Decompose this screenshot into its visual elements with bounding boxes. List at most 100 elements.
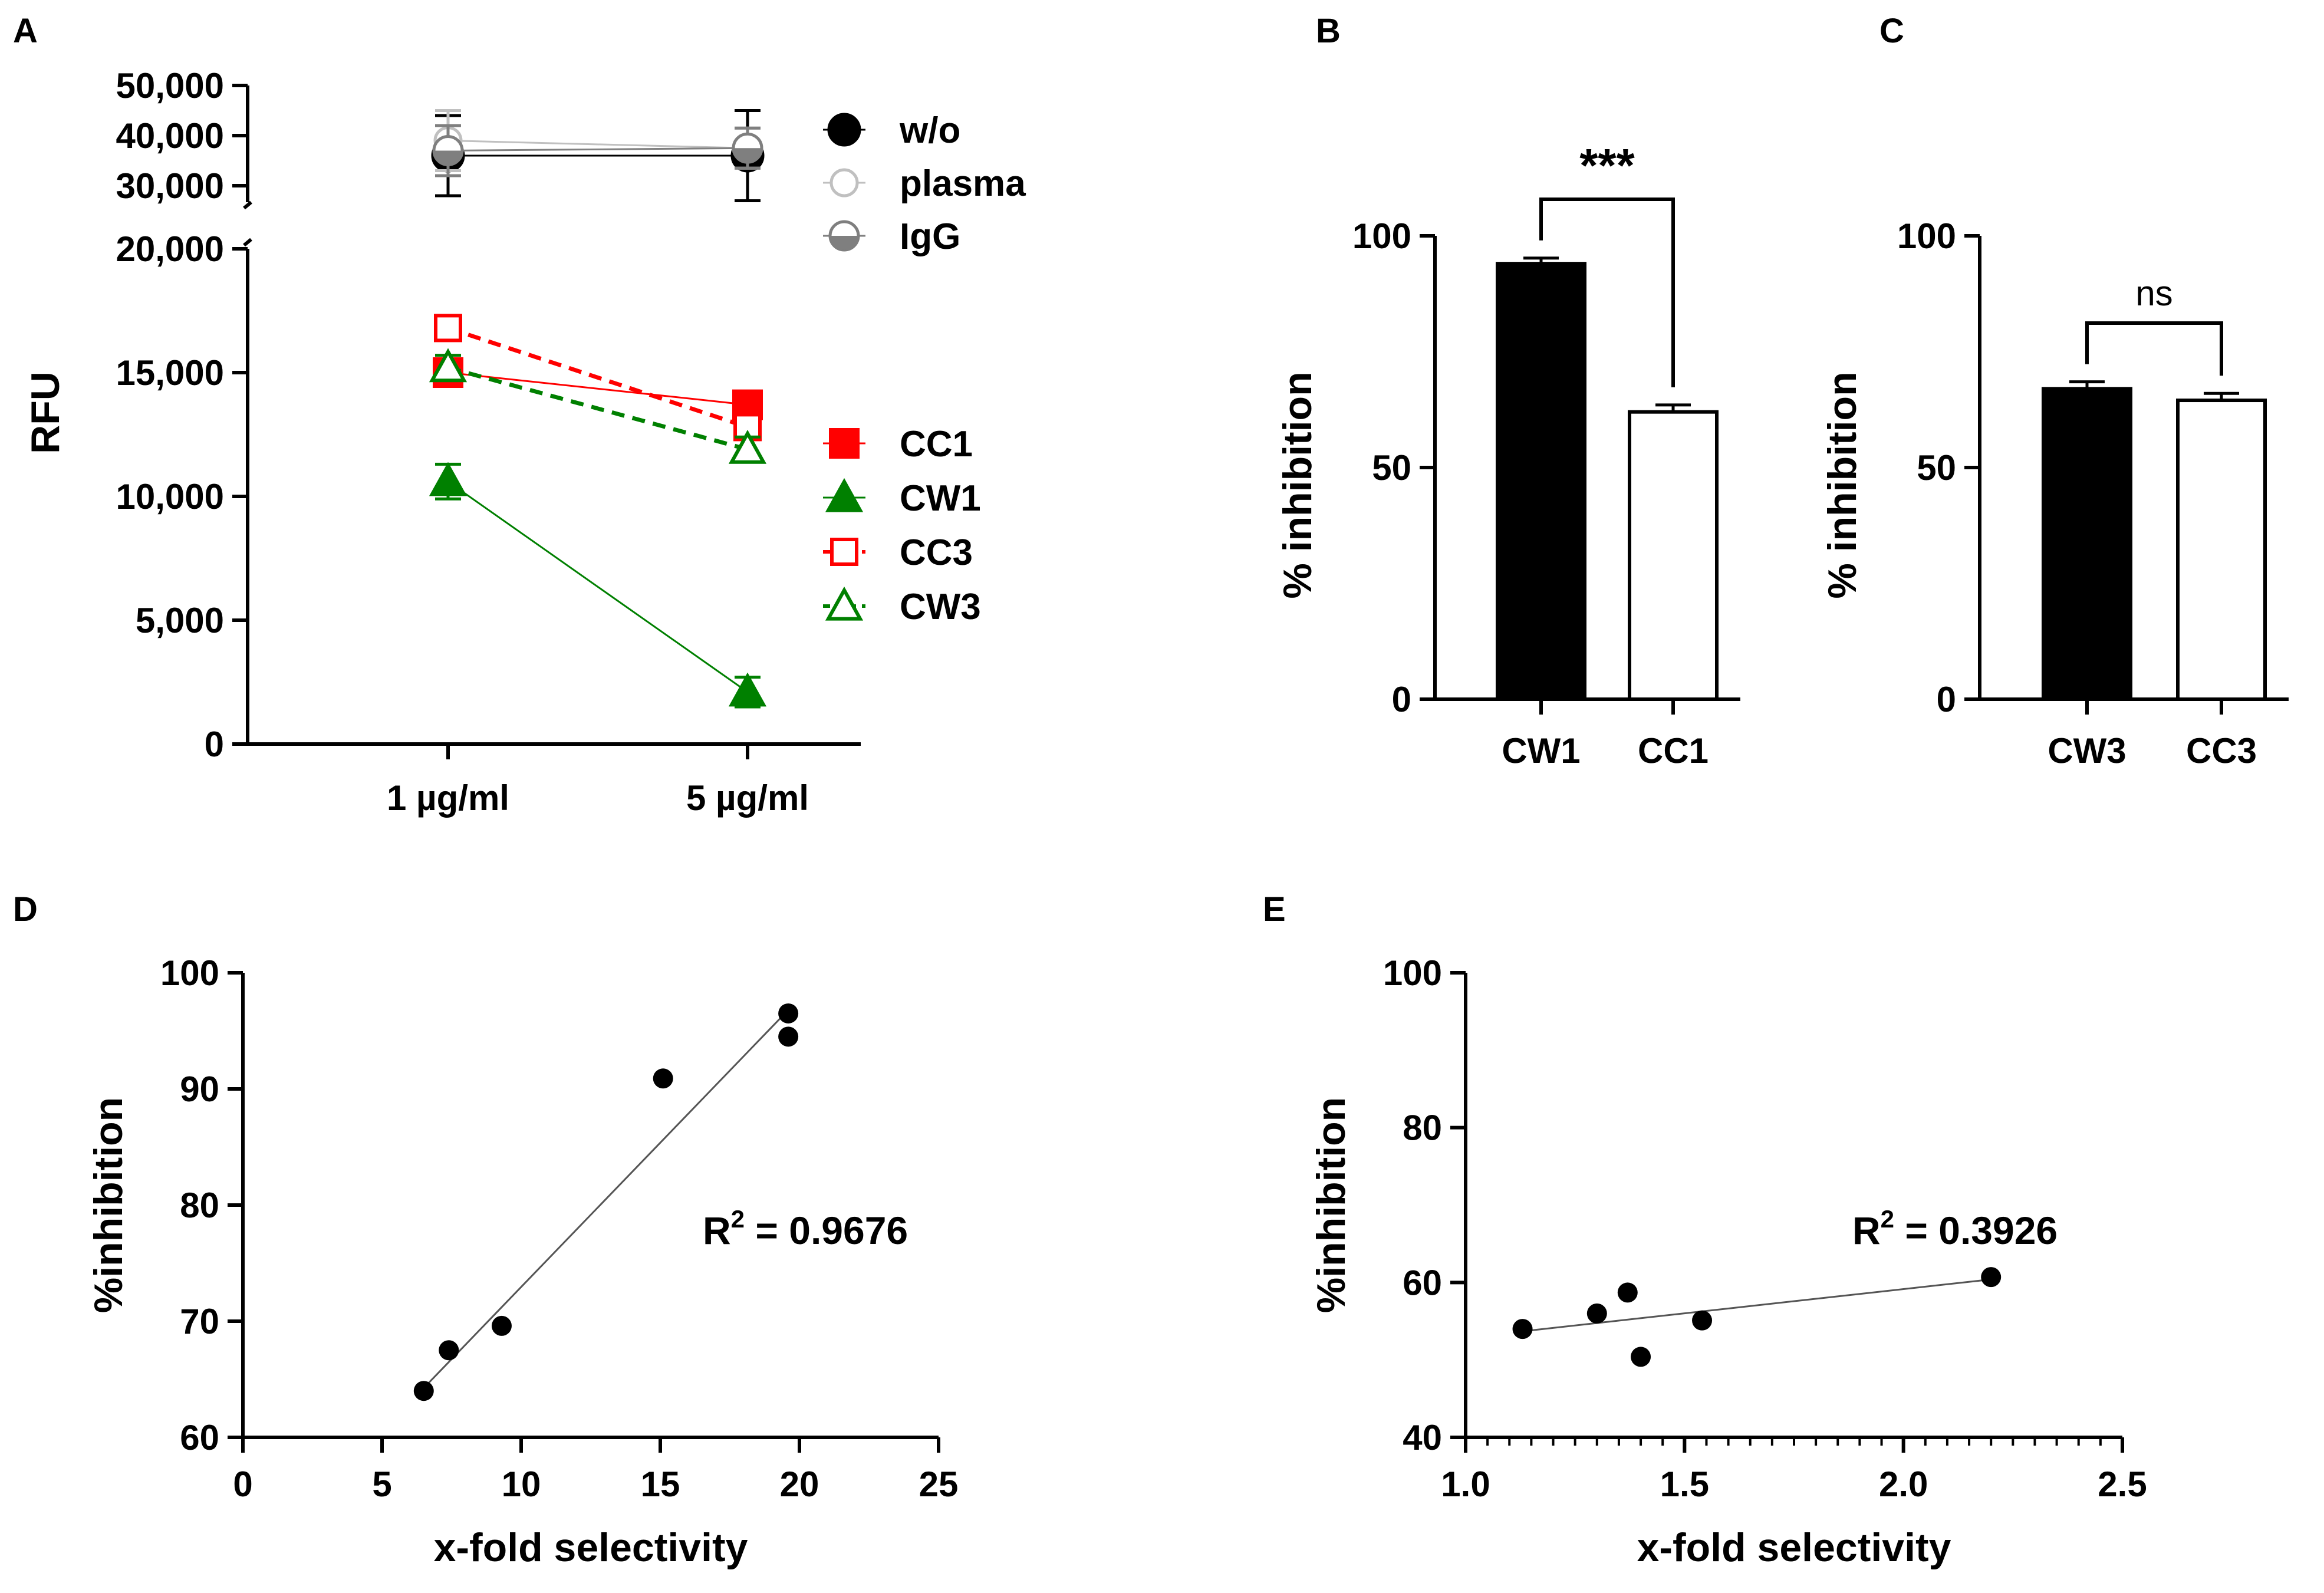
y-tick-label: 60 xyxy=(180,1418,219,1457)
x-tick-label: 5 µg/ml xyxy=(686,778,809,818)
significance-bracket xyxy=(2085,321,2223,376)
legend-label: w/o xyxy=(899,110,960,151)
x-tick-label: CC1 xyxy=(1638,731,1709,771)
y-tick-label: 0 xyxy=(1392,680,1411,719)
data-point xyxy=(429,462,468,496)
significance-label: ns xyxy=(2135,274,2172,313)
y-axis-title: RFU xyxy=(23,371,68,454)
x-tick-label: 2.0 xyxy=(1879,1464,1928,1504)
y-tick-label-lower: 5,000 xyxy=(136,601,224,640)
legend-entry: CC3 xyxy=(823,532,973,573)
legend-entry: plasma xyxy=(823,163,1026,204)
x-axis-title: x-fold selectivity xyxy=(434,1525,748,1570)
y-tick-label: 50 xyxy=(1372,448,1411,488)
r2-value-e: = 0.3926 xyxy=(1894,1209,2058,1252)
legend-marker-half xyxy=(830,236,858,250)
series-cw1 xyxy=(429,462,767,709)
y-axis-title: % inhibition xyxy=(1275,371,1320,598)
r2-sup-e: 2 xyxy=(1881,1205,1894,1233)
x-tick-label: 5 xyxy=(372,1464,391,1504)
x-tick-label: 20 xyxy=(780,1464,819,1504)
legend-marker xyxy=(825,586,864,621)
axis-break-mark-lower xyxy=(243,238,252,247)
legend-entry: w/o xyxy=(823,110,960,151)
x-tick-label: 1.0 xyxy=(1441,1464,1490,1504)
legend-marker xyxy=(829,428,860,459)
x-tick-label: CC3 xyxy=(2186,731,2257,771)
data-point xyxy=(1617,1282,1638,1303)
series-line xyxy=(447,371,748,406)
y-tick-label: 90 xyxy=(180,1069,219,1109)
series-line xyxy=(447,147,748,152)
x-tick-label: 0 xyxy=(233,1464,252,1504)
y-tick-label-lower: 20,000 xyxy=(116,229,224,269)
data-point xyxy=(434,314,462,343)
series-line xyxy=(447,480,748,693)
panel-e: 40 60 80 100 1.0 1.5 2.0 2.5 x-fold selectivity%… xyxy=(1309,953,2147,1570)
data-point xyxy=(1631,1347,1651,1367)
plots-layer: 0 5,000 10,000 15,000 20,000 30,000 40,000 50,0… xyxy=(23,66,2289,1570)
y-axis-title: % inhibition xyxy=(1820,371,1865,598)
data-point xyxy=(1981,1267,2002,1288)
y-tick-label-upper: 30,000 xyxy=(116,166,224,206)
legend-entry: CW1 xyxy=(823,478,981,519)
y-tick-label: 70 xyxy=(180,1302,219,1341)
data-point xyxy=(429,348,468,383)
series-cw3 xyxy=(429,348,767,464)
panel-letter-a: A xyxy=(13,12,38,50)
x-tick-label: 10 xyxy=(502,1464,541,1504)
data-point xyxy=(491,1315,512,1336)
x-axis-title: x-fold selectivity xyxy=(1637,1525,1951,1570)
panel-d: 60 70 80 90 100 0 5 10 15 20 25 x-fold selectivity%… xyxy=(86,953,958,1570)
bar xyxy=(2042,387,2132,701)
y-tick-label: 100 xyxy=(1352,216,1411,256)
panel-b: 0 50 100 CW1 CC1 % inhibition *** xyxy=(1275,139,1740,771)
series-line xyxy=(447,366,748,452)
legend-label: CC3 xyxy=(900,532,973,573)
x-tick-label: 15 xyxy=(641,1464,680,1504)
data-point xyxy=(1512,1319,1533,1339)
r2-value-d: = 0.9676 xyxy=(745,1209,908,1252)
bar xyxy=(2176,399,2267,702)
y-tick-label: 80 xyxy=(180,1186,219,1225)
data-point xyxy=(439,1340,459,1361)
series-wo xyxy=(431,109,765,202)
r2-sup-d: 2 xyxy=(731,1205,745,1233)
panel-letter-d: D xyxy=(13,890,38,929)
data-point xyxy=(778,1026,799,1047)
y-tick-label-upper: 50,000 xyxy=(116,66,224,106)
legend-entry: CC1 xyxy=(823,424,973,465)
legend-label: CW1 xyxy=(900,478,981,519)
y-axis-title: %inhibition xyxy=(86,1097,131,1313)
y-tick-label: 50 xyxy=(1917,448,1956,488)
y-tick-label-lower: 10,000 xyxy=(116,477,224,516)
r2-letter-e: R xyxy=(1852,1209,1881,1252)
significance-label: *** xyxy=(1579,139,1635,192)
panel-letter-c: C xyxy=(1879,12,1904,50)
x-tick-label: 25 xyxy=(919,1464,959,1504)
series-line xyxy=(447,326,749,429)
legend-entry: CW3 xyxy=(823,586,981,627)
y-tick-label: 100 xyxy=(160,953,219,993)
data-point xyxy=(728,672,767,707)
y-tick-label-lower: 0 xyxy=(205,725,224,764)
x-tick-label: CW3 xyxy=(2048,731,2126,771)
data-point xyxy=(653,1068,673,1089)
x-tick-label: CW1 xyxy=(1502,731,1580,771)
data-point xyxy=(413,1381,434,1401)
data-point-half xyxy=(733,148,762,163)
x-tick-label: 1.5 xyxy=(1660,1464,1709,1504)
y-tick-label-lower: 15,000 xyxy=(116,353,224,393)
legend-label: IgG xyxy=(900,216,960,257)
data-point-half xyxy=(434,150,462,165)
x-tick-label: 1 µg/ml xyxy=(387,778,509,818)
legend-label: CW3 xyxy=(900,587,981,627)
panel-c: 0 50 100 CW3 CC3 % inhibition ns xyxy=(1820,216,2289,771)
legend-marker xyxy=(825,478,864,512)
series-line xyxy=(447,140,748,149)
significance-bracket xyxy=(1539,198,1675,387)
panel-letter-b: B xyxy=(1316,12,1341,50)
y-axis-title: %inhibition xyxy=(1309,1097,1354,1313)
y-tick-label: 40 xyxy=(1403,1418,1442,1457)
